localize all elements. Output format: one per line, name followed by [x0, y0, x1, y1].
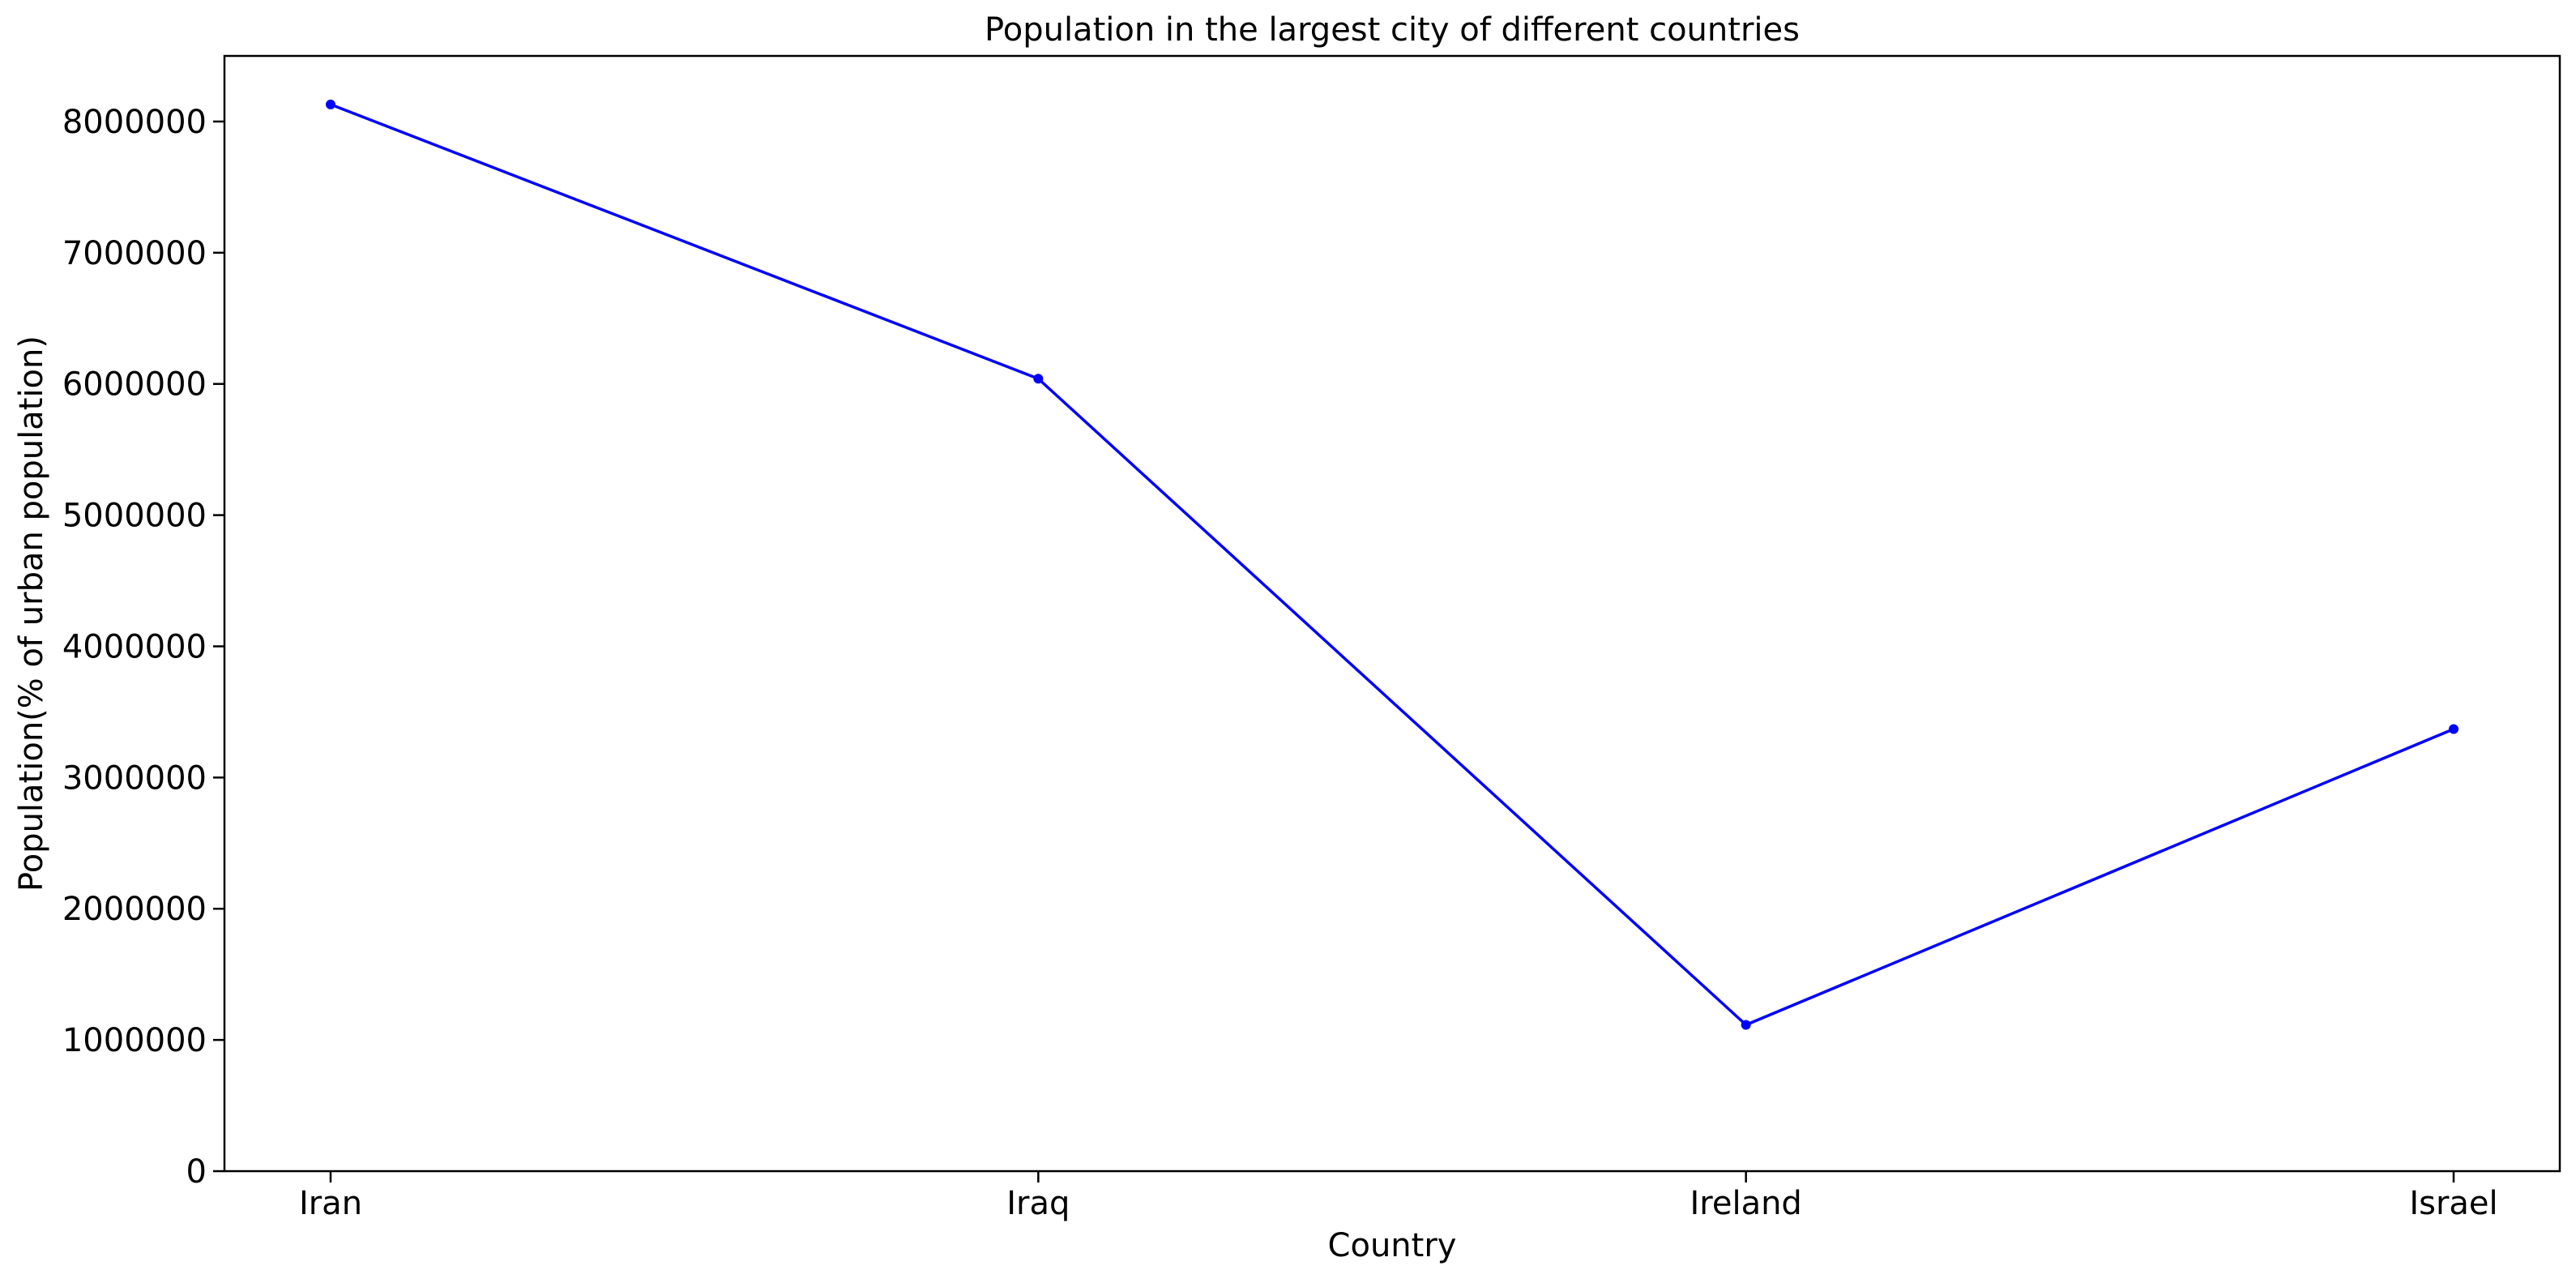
plot-series: [326, 99, 2459, 1030]
data-point: [2449, 724, 2459, 734]
x-axis-label: Country: [1328, 1227, 1457, 1264]
y-tick-label: 1000000: [62, 1022, 207, 1059]
x-tick-label: Ireland: [1690, 1185, 1801, 1222]
y-axis-label: Population(% of urban population): [13, 336, 50, 892]
series-line: [330, 103, 2454, 1027]
chart-title: Population in the largest city of differ…: [985, 11, 1800, 49]
y-tick-label: 7000000: [62, 235, 207, 272]
y-tick-label: 2000000: [62, 891, 207, 928]
x-tick-label: Iraq: [1006, 1185, 1070, 1222]
x-tick-label: Israel: [2409, 1185, 2497, 1222]
plot-frame: [223, 54, 2561, 1173]
y-axis: 0 1000000 2000000 3000000 4000000 5000000 6000…: [62, 104, 224, 1191]
data-point: [1033, 374, 1044, 384]
y-tick-label: 3000000: [62, 759, 207, 797]
x-tick-label: Iran: [299, 1185, 362, 1222]
y-tick-label: 0: [186, 1153, 207, 1191]
y-tick-label: 5000000: [62, 498, 207, 535]
data-point: [326, 99, 335, 109]
y-tick-label: 4000000: [62, 628, 207, 665]
data-point: [1741, 1020, 1751, 1030]
y-tick-label: 6000000: [62, 366, 207, 404]
y-tick-label: 8000000: [62, 104, 207, 141]
x-axis: Iran Iraq Ireland Israel: [299, 1171, 2498, 1222]
